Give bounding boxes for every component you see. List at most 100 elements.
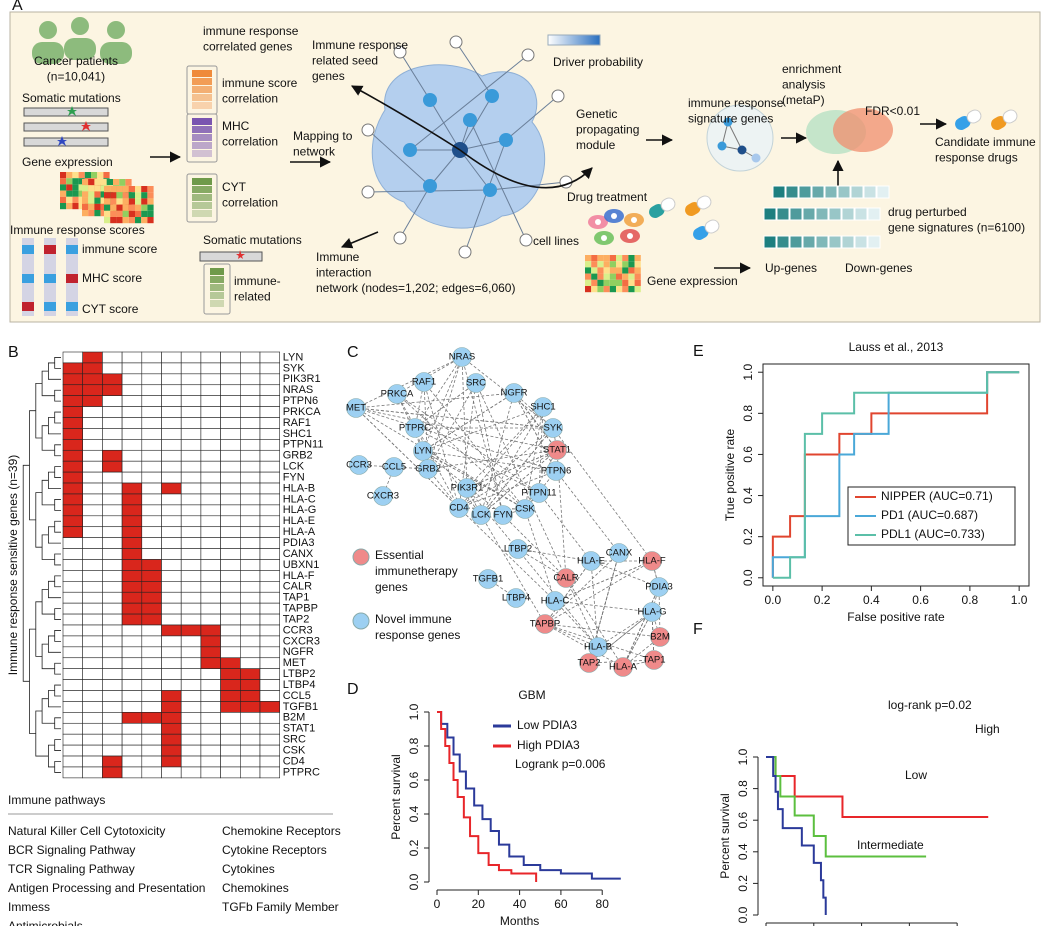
- expression-cell: [60, 190, 67, 197]
- cell-nucleus: [601, 235, 607, 241]
- expression-cell: [122, 198, 129, 205]
- panel-a-text: Somatic mutations: [203, 233, 302, 247]
- expression-cell: [82, 197, 89, 204]
- heatmap-cell: [200, 406, 221, 418]
- network-node: [463, 113, 477, 127]
- panel-a-text: MHC: [222, 119, 250, 133]
- heatmap-cell: [102, 449, 123, 462]
- gene-node: [529, 483, 549, 503]
- heatmap-cell: [121, 460, 143, 473]
- heatmap-cell: [102, 406, 123, 418]
- heatmap-cell: [259, 733, 281, 746]
- heatmap-cell: [161, 526, 182, 538]
- expression-cell: [100, 210, 107, 217]
- heatmap-cell: [141, 646, 162, 659]
- heatmap-cell: [141, 602, 162, 615]
- gene-node-label: STAT1: [543, 445, 571, 456]
- score-cell: [66, 302, 78, 311]
- network-edge: [475, 382, 567, 579]
- gene-node: [493, 505, 513, 525]
- pathway-label: Natural Killer Cell Cytotoxicity: [8, 824, 165, 838]
- gene-node: [650, 627, 670, 647]
- heatmap-cell: [102, 581, 123, 593]
- heatmap-cell: [161, 591, 182, 604]
- mutation-mark: [67, 106, 77, 116]
- expression-cell: [591, 261, 598, 268]
- heatmap-cell: [200, 471, 221, 484]
- expression-cell: [603, 286, 610, 293]
- heatmap-cell: [102, 613, 123, 626]
- gene-node-label: CD4: [449, 503, 468, 514]
- heatmap-cell: [141, 766, 162, 779]
- signature-cell: [854, 207, 868, 221]
- signature-cell: [841, 235, 855, 249]
- correlation-cell: [192, 118, 212, 125]
- x-tick-label: 0.2: [814, 593, 831, 607]
- heatmap-cell: [220, 744, 241, 757]
- expression-cell: [622, 267, 629, 274]
- survival-curve: [437, 711, 538, 882]
- gene-node: [414, 372, 434, 392]
- gene-node: [543, 418, 563, 438]
- heatmap-cell: [200, 712, 221, 724]
- heatmap-cell: [141, 690, 162, 702]
- heatmap-cell: [62, 504, 84, 517]
- heatmap-cell: [180, 635, 202, 648]
- heatmap-cell: [161, 460, 182, 473]
- heatmap-cell: [62, 712, 84, 724]
- heatmap-cell: [240, 493, 261, 506]
- expression-cell: [84, 172, 91, 179]
- expression-cell: [634, 255, 641, 262]
- expression-cell: [78, 172, 85, 179]
- correlation-cell: [210, 276, 224, 283]
- dendrogram: [54, 411, 61, 424]
- y-tick-label: 0.8: [736, 780, 750, 797]
- score-cell: [66, 245, 78, 254]
- dendrogram: [29, 410, 36, 521]
- heatmap-cell: [82, 471, 103, 484]
- signature-cell: [763, 207, 777, 221]
- heatmap-cell: [161, 471, 182, 484]
- correlation-cell: [192, 94, 212, 101]
- chart-title: GBM: [518, 688, 545, 702]
- panel-label: D: [347, 681, 359, 698]
- dendrogram: [54, 357, 61, 369]
- gene-node-label: CCR3: [346, 460, 372, 471]
- y-tick-label: 0.2: [741, 528, 755, 545]
- heatmap-cell: [259, 722, 281, 735]
- expression-cell: [634, 286, 641, 293]
- correlation-cell: [192, 150, 212, 157]
- heatmap-cell: [82, 428, 103, 440]
- heatmap-cell: [102, 482, 123, 495]
- curve-label: High: [975, 722, 1000, 736]
- gene-node: [545, 591, 565, 611]
- heatmap-cell: [141, 526, 162, 538]
- heatmap-cell: [121, 635, 143, 648]
- heatmap-cell: [141, 591, 162, 604]
- network-edge: [590, 560, 660, 588]
- heatmap-cell: [102, 559, 123, 571]
- legend-node: [352, 548, 370, 566]
- heatmap-cell: [141, 362, 162, 375]
- correlation-cell: [192, 86, 212, 93]
- heatmap-cell: [121, 581, 143, 593]
- panel-a-text: correlation: [222, 196, 278, 210]
- heatmap-cell: [161, 504, 182, 517]
- heatmap-cell: [82, 690, 103, 702]
- heatmap-cell: [141, 406, 162, 418]
- expression-cell: [585, 273, 592, 280]
- heatmap-cell: [82, 526, 103, 538]
- y-tick-label: 1.0: [407, 703, 421, 720]
- gene-label: CD4: [283, 755, 305, 767]
- mutation-bar: [23, 107, 109, 117]
- heatmap-cell: [259, 712, 281, 724]
- expression-cell: [82, 191, 89, 198]
- expression-cell: [616, 279, 623, 286]
- heatmap-cell: [259, 373, 281, 386]
- heatmap-cell: [220, 548, 241, 560]
- expression-cell: [147, 217, 154, 224]
- heatmap-cell: [141, 537, 162, 549]
- heatmap-cell: [82, 537, 103, 549]
- pill: [649, 197, 676, 218]
- gene-node-label: LYN: [414, 446, 432, 457]
